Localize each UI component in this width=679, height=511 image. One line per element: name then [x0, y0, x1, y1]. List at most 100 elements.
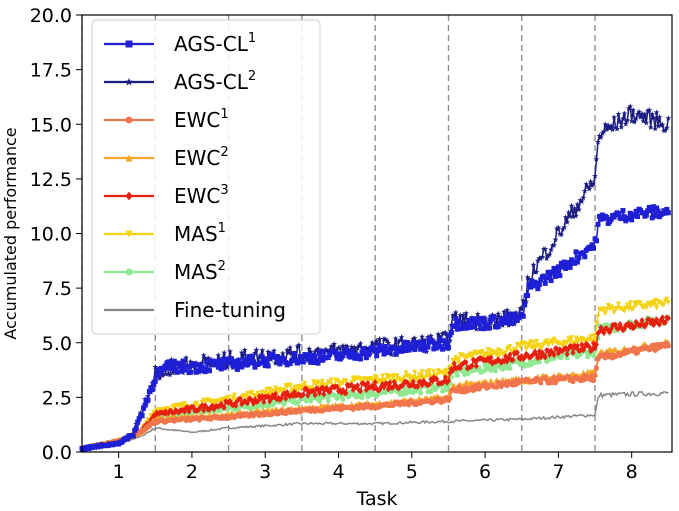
- data-point: [604, 215, 610, 221]
- data-point: [293, 357, 299, 363]
- data-point: [657, 321, 663, 328]
- data-point: [554, 225, 560, 232]
- data-point: [632, 212, 638, 218]
- data-point: [618, 124, 625, 130]
- data-point: [227, 348, 233, 354]
- data-point: [333, 350, 339, 356]
- data-point: [284, 347, 291, 353]
- data-point: [603, 126, 610, 132]
- legend-entry: EWC2: [104, 145, 229, 170]
- data-point: [547, 273, 553, 279]
- data-point: [558, 355, 564, 361]
- data-point: [511, 346, 517, 352]
- data-point: [576, 255, 582, 261]
- data-point: [409, 345, 415, 351]
- data-point: [270, 388, 276, 394]
- data-point: [156, 375, 163, 381]
- data-point: [514, 317, 520, 323]
- data-point: [416, 372, 422, 378]
- data-point: [624, 117, 631, 123]
- data-point: [403, 347, 409, 353]
- data-point: [293, 384, 299, 390]
- data-point: [207, 368, 213, 374]
- data-point: [251, 359, 257, 365]
- data-point: [423, 369, 429, 375]
- data-point: [187, 358, 194, 365]
- legend-entry: AGS-CL1: [104, 31, 256, 56]
- data-point: [564, 340, 570, 346]
- data-point: [434, 375, 440, 383]
- data-point: [255, 390, 261, 396]
- data-point: [609, 126, 616, 133]
- data-point: [586, 185, 593, 192]
- data-point: [401, 375, 407, 381]
- data-point: [595, 313, 601, 319]
- x-tick-label: 3: [259, 461, 271, 483]
- data-point: [546, 251, 553, 258]
- data-point: [508, 314, 515, 321]
- data-point: [578, 198, 585, 205]
- data-point: [641, 111, 648, 117]
- data-point: [479, 315, 485, 321]
- y-tick-label: 17.5: [30, 60, 72, 82]
- data-point: [588, 334, 594, 340]
- data-point: [185, 364, 191, 370]
- data-point: [592, 338, 598, 344]
- data-point: [445, 344, 451, 350]
- data-point: [535, 286, 541, 292]
- data-point: [551, 265, 557, 271]
- data-point: [507, 312, 513, 318]
- data-point: [316, 350, 322, 356]
- data-point: [454, 356, 460, 362]
- data-point: [507, 351, 513, 358]
- data-point: [525, 293, 531, 299]
- data-point: [146, 388, 152, 394]
- data-point: [157, 370, 163, 376]
- data-point: [453, 315, 459, 321]
- data-point: [557, 273, 563, 279]
- series-lines: [79, 103, 672, 453]
- data-point: [649, 215, 655, 221]
- data-point: [397, 337, 403, 343]
- data-point: [395, 338, 402, 345]
- data-point: [500, 366, 506, 372]
- data-point: [436, 333, 443, 339]
- data-point: [279, 350, 286, 356]
- data-point: [136, 416, 142, 422]
- data-point: [448, 330, 454, 336]
- data-point: [507, 365, 513, 371]
- data-point: [605, 302, 611, 308]
- data-point: [469, 355, 475, 361]
- data-point: [593, 156, 600, 162]
- data-point: [567, 264, 573, 270]
- data-point: [561, 259, 567, 265]
- data-point: [425, 344, 431, 350]
- data-point: [517, 344, 523, 350]
- data-point: [125, 154, 133, 162]
- data-point: [615, 301, 621, 307]
- data-point: [647, 124, 654, 130]
- data-point: [429, 339, 435, 345]
- data-point: [215, 364, 221, 370]
- data-point: [201, 366, 207, 372]
- data-point: [508, 321, 514, 327]
- data-point: [658, 122, 664, 128]
- data-point: [287, 360, 293, 366]
- legend-superscript: 1: [248, 31, 256, 46]
- data-point: [416, 339, 422, 345]
- data-point: [563, 345, 569, 352]
- data-point: [379, 373, 385, 379]
- data-point: [602, 121, 609, 127]
- data-point: [573, 249, 579, 255]
- data-point: [543, 255, 550, 261]
- data-point: [243, 394, 249, 400]
- data-point: [655, 123, 661, 129]
- data-point: [589, 242, 595, 248]
- data-point: [325, 355, 331, 361]
- data-point: [340, 396, 346, 402]
- data-point: [229, 356, 235, 362]
- data-point: [294, 387, 300, 393]
- data-point: [415, 383, 421, 390]
- data-point: [539, 253, 546, 260]
- data-point: [215, 352, 222, 358]
